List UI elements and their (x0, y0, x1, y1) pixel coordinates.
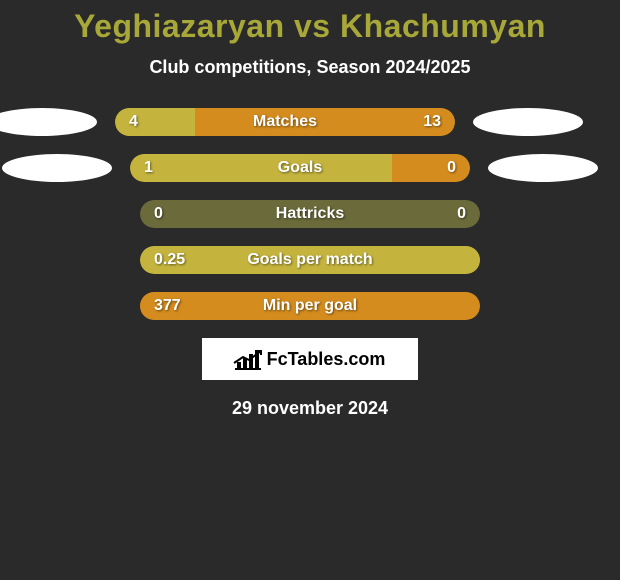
stat-bar: 0 Hattricks 0 (140, 200, 480, 228)
stat-bar: 377 Min per goal (140, 292, 480, 320)
page-title: Yeghiazaryan vs Khachumyan (0, 8, 620, 45)
decor-spacer (12, 200, 122, 228)
stat-label: Min per goal (263, 297, 357, 315)
stat-row: 4 Matches 13 (0, 108, 620, 136)
stat-row: 377 Min per goal (0, 292, 620, 320)
stat-value-right: 0 (457, 205, 466, 223)
stat-value-left: 1 (144, 159, 153, 177)
stat-label: Goals per match (247, 251, 372, 269)
stat-value-left: 0.25 (154, 251, 185, 269)
bar-segment-right (195, 108, 455, 136)
date-label: 29 november 2024 (0, 398, 620, 419)
stat-row: 1 Goals 0 (0, 154, 620, 182)
stat-value-left: 4 (129, 113, 138, 131)
stat-bar: 1 Goals 0 (130, 154, 470, 182)
decor-spacer (12, 246, 122, 274)
bar-segment-right (392, 154, 470, 182)
stat-value-left: 377 (154, 297, 181, 315)
stat-label: Matches (253, 113, 317, 131)
subtitle: Club competitions, Season 2024/2025 (0, 57, 620, 78)
stat-value-right: 0 (447, 159, 456, 177)
bar-chart-icon (235, 348, 261, 370)
stat-value-right: 13 (423, 113, 441, 131)
decor-ellipse-right (473, 108, 583, 136)
bar-segment-left (130, 154, 392, 182)
decor-spacer (12, 292, 122, 320)
decor-ellipse-left (2, 154, 112, 182)
logo-text: FcTables.com (267, 349, 386, 370)
stat-value-left: 0 (154, 205, 163, 223)
comparison-infographic: Yeghiazaryan vs Khachumyan Club competit… (0, 0, 620, 419)
decor-spacer (498, 292, 608, 320)
bars-list: 4 Matches 13 1 Goals 0 0 Hattricks 0 0.25 Goals pe… (0, 108, 620, 320)
decor-spacer (498, 200, 608, 228)
stat-label: Hattricks (276, 205, 344, 223)
stat-label: Goals (278, 159, 322, 177)
stat-row: 0.25 Goals per match (0, 246, 620, 274)
stat-bar: 0.25 Goals per match (140, 246, 480, 274)
bar-segment-left (115, 108, 195, 136)
stat-row: 0 Hattricks 0 (0, 200, 620, 228)
decor-spacer (498, 246, 608, 274)
logo-box: FcTables.com (202, 338, 418, 380)
stat-bar: 4 Matches 13 (115, 108, 455, 136)
decor-ellipse-right (488, 154, 598, 182)
decor-ellipse-left (0, 108, 97, 136)
